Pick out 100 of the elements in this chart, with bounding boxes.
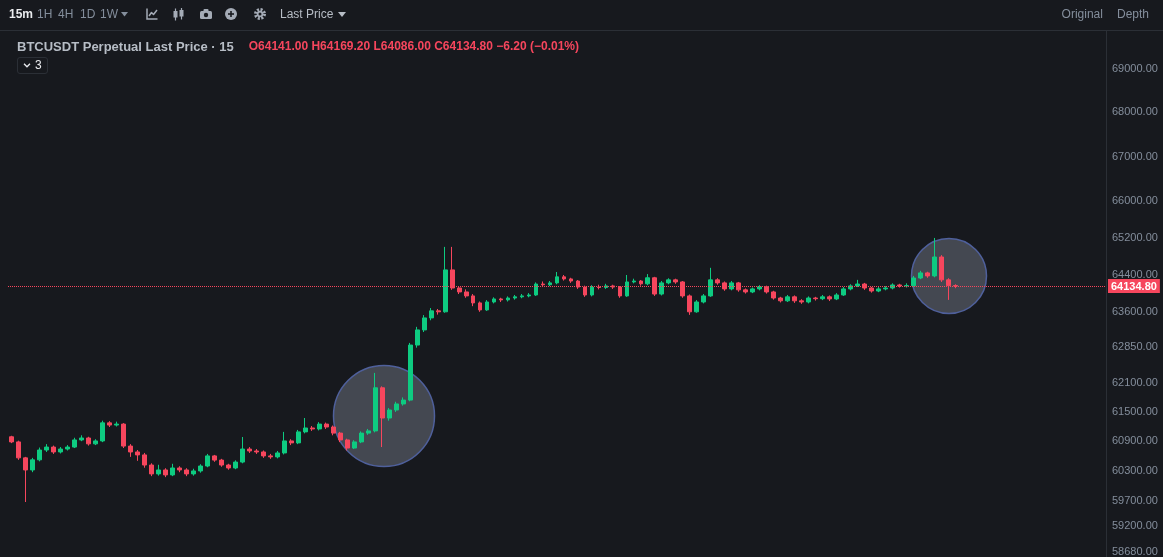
candlestick (555, 271, 559, 285)
candlestick (743, 287, 748, 295)
candlestick (37, 447, 42, 462)
text: 4H (58, 7, 74, 22)
candlestick (401, 396, 406, 407)
candlestick (534, 281, 538, 297)
candlestick (275, 450, 280, 459)
candlestick (51, 445, 56, 455)
candlestick (114, 421, 119, 428)
annotation: 3 (35, 58, 42, 73)
candlestick (324, 422, 329, 430)
candlestick (701, 293, 706, 304)
candlestick (16, 440, 21, 461)
candlestick (729, 280, 734, 291)
text: BTCUSDT Perpetual Last Price · 15 (17, 38, 234, 54)
candlestick (107, 420, 112, 428)
candlestick (30, 457, 35, 473)
candlestick (163, 467, 168, 478)
candlestick (792, 294, 797, 304)
candlestick (778, 296, 783, 303)
candlestick (408, 342, 413, 402)
y-tick-label: 62100.00 (1112, 376, 1158, 389)
candlestick (604, 283, 608, 290)
candlestick (282, 431, 287, 455)
candlestick (170, 463, 175, 477)
text: Depth (1116, 7, 1149, 22)
y-tick-label: 63600.00 (1112, 304, 1158, 317)
text: Original (1061, 7, 1103, 22)
candlestick (687, 294, 692, 316)
candlestick (79, 434, 84, 442)
candlestick (191, 468, 196, 477)
candlestick (569, 277, 573, 284)
candlestick (911, 275, 916, 288)
candlestick (58, 446, 63, 454)
candlestick (247, 446, 252, 454)
candlestick (771, 290, 776, 301)
candlestick (673, 278, 678, 285)
candlestick (485, 299, 489, 312)
y-tick-label: 58680.00 (1112, 544, 1158, 557)
candlestick (338, 431, 343, 443)
candlestick (86, 436, 91, 447)
candlestick (876, 286, 881, 293)
candlestick (478, 301, 482, 313)
candlestick (44, 443, 49, 453)
candlestick (590, 284, 594, 297)
candlestick (820, 294, 825, 301)
candlestick (233, 459, 238, 470)
candlestick (883, 285, 888, 291)
candlestick (471, 293, 475, 307)
y-tick-label: 67000.00 (1112, 149, 1158, 162)
candlestick (904, 282, 909, 289)
candlestick (548, 280, 552, 287)
candlestick (198, 463, 203, 474)
y-tick-label: 69000.00 (1112, 61, 1158, 74)
candlestick (562, 274, 566, 282)
candlestick (331, 425, 336, 436)
candlestick (184, 467, 189, 477)
candlestick (135, 449, 140, 462)
candlestick (9, 435, 14, 444)
candlestick (156, 464, 161, 477)
candlestick (65, 444, 70, 451)
text: 1W (100, 7, 118, 22)
text: O64141.00 H64169.20 L64086.00 C64134.80 −6.20 (−0.01%) (248, 39, 579, 53)
candlestick (72, 437, 77, 449)
candlestick (708, 267, 713, 298)
text: 15m (9, 7, 34, 22)
candlestick (303, 417, 308, 434)
text: 1H (37, 7, 53, 22)
candlestick (666, 277, 671, 285)
candlestick (520, 293, 524, 299)
y-tick-label: 68000.00 (1112, 105, 1158, 118)
candlestick (317, 421, 322, 431)
candlestick (932, 237, 937, 278)
ref-line-label: 64134.80 (1111, 279, 1157, 292)
y-tick-label: 59200.00 (1112, 518, 1158, 531)
candlestick (23, 456, 28, 503)
candlestick (268, 453, 273, 460)
candlestick (310, 425, 315, 432)
candlestick (387, 407, 392, 422)
candlestick (799, 298, 804, 305)
candlestick (625, 274, 629, 298)
text: 1D (80, 7, 96, 22)
candlestick (240, 436, 245, 464)
candlestick (645, 273, 650, 286)
y-tick-label: 59700.00 (1112, 493, 1158, 506)
candlestick (394, 401, 399, 413)
text: Last Price (280, 7, 334, 22)
candlestick (918, 270, 923, 280)
y-tick-label: 61500.00 (1112, 404, 1158, 417)
candlestick (855, 279, 860, 288)
candlestick (443, 246, 448, 314)
candlestick (939, 254, 944, 283)
candlestick (694, 299, 699, 314)
candlestick (492, 296, 496, 304)
candlestick (359, 430, 364, 444)
y-tick-label: 66000.00 (1112, 194, 1158, 207)
candlestick (93, 438, 98, 446)
candlestick (513, 294, 517, 301)
candlestick (827, 294, 832, 302)
candlestick (352, 439, 357, 450)
